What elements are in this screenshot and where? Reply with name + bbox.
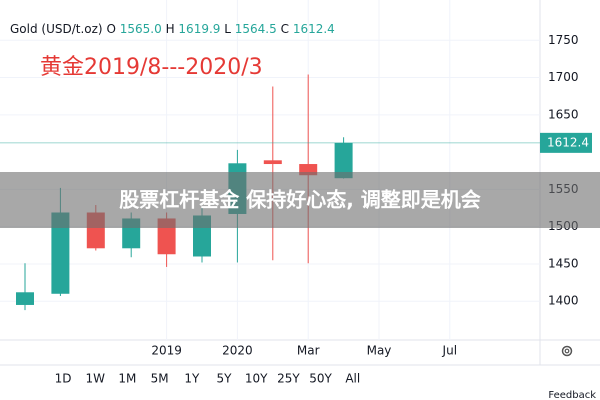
- y-tick-label: 1400: [548, 294, 579, 308]
- range-button[interactable]: 50Y: [309, 372, 332, 386]
- range-button[interactable]: 5Y: [217, 372, 233, 386]
- x-tick-label: 2019: [151, 344, 182, 358]
- ohlc-label: O: [106, 22, 115, 36]
- candle-body: [263, 160, 282, 165]
- range-button[interactable]: 25Y: [277, 372, 300, 386]
- overlay-band: [0, 172, 600, 228]
- chart-title: 黄金2019/8---2020/3: [40, 55, 263, 80]
- candle-body: [334, 142, 353, 179]
- range-button[interactable]: 1M: [118, 372, 136, 386]
- ohlc-value: 1565.0: [120, 22, 162, 36]
- candle-body: [51, 212, 70, 294]
- y-tick-label: 1450: [548, 256, 579, 270]
- ohlc-value: 1612.4: [293, 22, 335, 36]
- last-price-box: [540, 132, 592, 153]
- range-button[interactable]: 10Y: [245, 372, 268, 386]
- range-button[interactable]: 1W: [85, 372, 105, 386]
- feedback-link[interactable]: Feedback: [548, 390, 596, 400]
- x-tick-label: Jul: [442, 344, 457, 358]
- ohlc-value: 1619.9: [178, 22, 220, 36]
- y-tick-label: 1750: [548, 33, 579, 47]
- ohlc-label: H: [166, 22, 175, 36]
- x-tick-label: Mar: [297, 344, 320, 358]
- settings-icon[interactable]: [561, 345, 573, 357]
- range-button[interactable]: All: [345, 372, 360, 386]
- gear-ring: [561, 345, 573, 357]
- y-tick-label: 1650: [548, 107, 579, 121]
- x-tick-label: 2020: [222, 344, 253, 358]
- y-tick-label: 1700: [548, 70, 579, 84]
- gear-center: [564, 348, 570, 354]
- ohlc-label: C: [281, 22, 289, 36]
- candle-body: [16, 292, 34, 305]
- range-button[interactable]: 5M: [151, 372, 169, 386]
- last-price-label: 1612.4: [547, 135, 589, 149]
- symbol-header: Gold (USD/t.oz) O 1565.0 H 1619.9 L 1564…: [10, 22, 335, 36]
- ohlc-value: 1564.5: [235, 22, 277, 36]
- ohlc-label: L: [224, 22, 231, 36]
- range-button[interactable]: 1Y: [184, 372, 200, 386]
- range-button[interactable]: 1D: [55, 372, 72, 386]
- candle-body: [299, 164, 318, 176]
- symbol: Gold (USD/t.oz): [10, 22, 103, 36]
- x-tick-label: May: [367, 344, 392, 358]
- overlay-text: 股票杠杆基金 保持好心态, 调整即是机会: [119, 188, 481, 212]
